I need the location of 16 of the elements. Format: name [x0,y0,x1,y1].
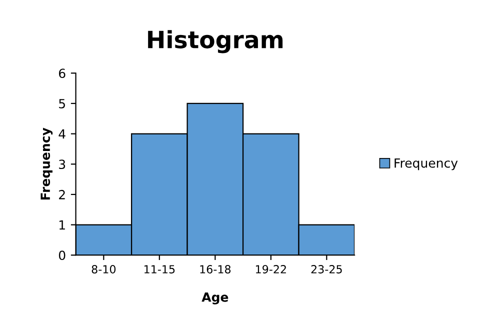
y-tick-label: 2 [59,190,65,200]
y-tick-label: 1 [59,220,65,230]
y-tick-label: 6 [58,68,66,78]
x-tick-label: 19-22 [256,265,286,274]
x-tick-label: 8-10 [92,265,116,274]
y-axis-title: Frequency [40,128,53,200]
y-tick-label: 3 [59,160,66,170]
x-tick-label: 23-25 [311,265,342,274]
y-tick-label: 5 [59,99,65,108]
chart-title: Histogram [148,30,283,54]
legend-label: Frequency [394,158,458,170]
y-tick-label: 4 [58,129,66,139]
x-tick-label: 16-18 [200,265,231,274]
x-tick-label: 11-15 [144,265,175,274]
x-axis-title: Age [202,292,228,304]
y-tick-label: 0 [58,250,66,260]
